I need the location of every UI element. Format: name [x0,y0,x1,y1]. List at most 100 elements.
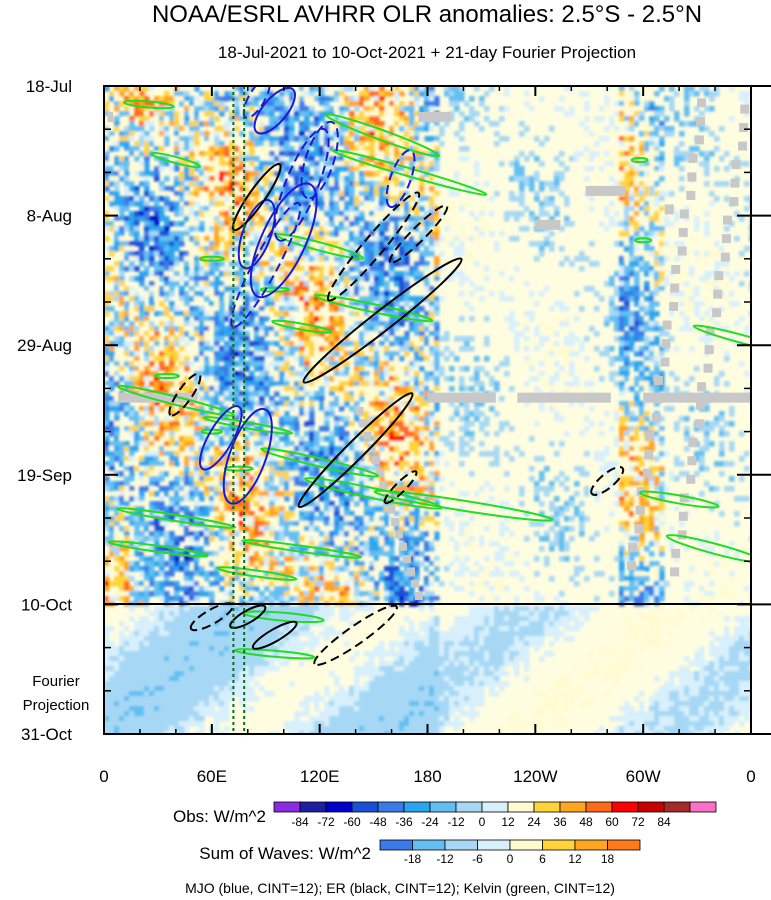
anomaly-cell [464,416,470,422]
anomaly-cell [424,266,430,272]
anomaly-cell [294,236,300,242]
anomaly-cell [609,146,615,152]
anomaly-cell [149,291,155,297]
anomaly-cell [654,191,660,197]
anomaly-cell [134,111,140,117]
anomaly-cell [319,86,325,92]
anomaly-cell [384,171,390,177]
anomaly-cell [134,361,140,367]
anomaly-cell [149,251,155,257]
anomaly-cell [674,216,680,222]
anomaly-cell [204,121,210,127]
anomaly-cell [249,316,255,322]
anomaly-cell [199,251,205,257]
anomaly-cell [149,256,155,262]
anomaly-cell [104,176,110,182]
anomaly-cell [304,106,310,112]
anomaly-cell [144,266,150,272]
anomaly-cell [684,96,690,102]
anomaly-cell [279,196,285,202]
anomaly-cell [644,86,650,92]
anomaly-cell [404,256,410,262]
anomaly-cell [269,106,275,112]
anomaly-cell [429,326,435,332]
anomaly-cell [704,211,710,217]
anomaly-cell [439,126,445,132]
anomaly-cell [389,241,395,247]
anomaly-cell [654,141,660,147]
anomaly-cell [134,166,140,172]
anomaly-cell [459,281,465,287]
anomaly-cell [704,271,710,277]
anomaly-cell [109,96,115,102]
anomaly-cell [214,331,220,337]
anomaly-cell [559,151,565,157]
anomaly-cell [194,216,200,222]
anomaly-cell [479,386,485,392]
anomaly-cell [224,356,230,362]
anomaly-cell [224,426,230,432]
anomaly-cell [234,226,240,232]
anomaly-cell [154,216,160,222]
anomaly-cell [104,391,110,397]
anomaly-cell [234,331,240,337]
anomaly-cell [179,196,185,202]
anomaly-cell [329,186,335,192]
anomaly-cell [259,261,265,267]
anomaly-cell [549,201,555,207]
anomaly-cell [649,246,655,252]
anomaly-cell [329,361,335,367]
anomaly-cell [319,101,325,107]
anomaly-cell [454,101,460,107]
anomaly-cell [329,341,335,347]
anomaly-cell [529,316,535,322]
anomaly-cell [209,306,215,312]
anomaly-cell [414,381,420,387]
anomaly-cell [309,401,315,407]
anomaly-cell [284,221,290,227]
anomaly-cell [479,296,485,302]
anomaly-cell [334,351,340,357]
anomaly-cell [209,226,215,232]
anomaly-cell [369,151,375,157]
anomaly-cell [629,376,635,382]
anomaly-cell [434,121,440,127]
anomaly-cell [309,346,315,352]
anomaly-cell [194,266,200,272]
anomaly-cell [399,251,405,257]
anomaly-cell [564,86,570,92]
anomaly-cell [654,326,660,332]
anomaly-cell [184,376,190,382]
anomaly-cell [614,241,620,247]
anomaly-cell [644,361,650,367]
anomaly-cell [174,211,180,217]
anomaly-cell [219,311,225,317]
anomaly-cell [149,196,155,202]
anomaly-cell [294,296,300,302]
anomaly-cell [519,166,525,172]
anomaly-cell [154,226,160,232]
anomaly-cell [684,156,690,162]
anomaly-cell [214,86,220,92]
anomaly-cell [469,236,475,242]
anomaly-cell [279,166,285,172]
anomaly-cell [629,191,635,197]
anomaly-cell [164,136,170,142]
anomaly-cell [229,141,235,147]
anomaly-cell [629,221,635,227]
anomaly-cell [284,361,290,367]
anomaly-cell [254,376,260,382]
anomaly-cell [129,311,135,317]
anomaly-cell [314,281,320,287]
anomaly-cell [429,106,435,112]
anomaly-cell [694,146,700,152]
anomaly-cell [379,251,385,257]
anomaly-cell [334,276,340,282]
anomaly-cell [289,281,295,287]
anomaly-cell [639,226,645,232]
anomaly-cell [124,251,130,257]
anomaly-cell [259,126,265,132]
anomaly-cell [304,336,310,342]
anomaly-cell [329,246,335,252]
anomaly-cell [229,201,235,207]
